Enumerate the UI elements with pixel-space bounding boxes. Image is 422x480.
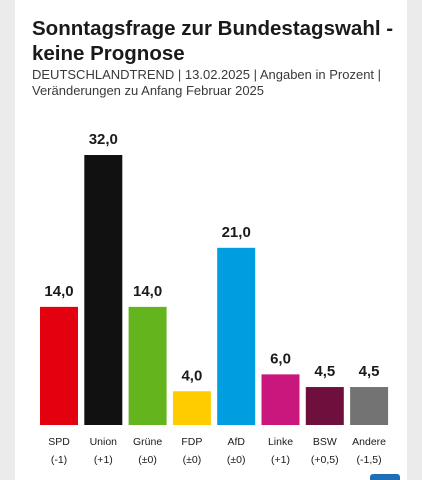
value-label-bsw: 4,5	[314, 363, 335, 380]
category-label-afd: AfD	[227, 436, 245, 448]
change-label-afd: (±0)	[227, 454, 246, 466]
change-label-gruene: (±0)	[138, 454, 157, 466]
bar-andere	[350, 387, 389, 425]
bar-spd	[40, 306, 78, 425]
value-label-linke: 6,0	[270, 350, 291, 367]
category-label-gruene: Grüne	[133, 436, 162, 448]
value-label-union: 32,0	[89, 131, 118, 148]
value-label-andere: 4,5	[359, 363, 380, 380]
category-label-andere: Andere	[352, 436, 386, 448]
bar-chart: 14,0 SPD (-1) 32,0 Union (+1) 14,0 Grüne (±0) 4,0…	[40, 131, 389, 466]
change-label-fdp: (±0)	[183, 454, 202, 466]
left-page-edge	[0, 0, 15, 480]
category-label-spd: SPD	[48, 436, 70, 448]
right-page-edge	[407, 0, 422, 480]
change-label-union: (+1)	[94, 454, 113, 466]
change-label-bsw: (+0,5)	[311, 454, 339, 466]
bar-afd	[217, 247, 256, 425]
chart-subtitle-line-1: DEUTSCHLANDTREND | 13.02.2025 | Angaben …	[32, 67, 382, 82]
change-label-andere: (-1,5)	[357, 454, 382, 466]
value-label-afd: 21,0	[222, 224, 251, 241]
chart-subtitle: DEUTSCHLANDTREND | 13.02.2025 | Angaben …	[32, 67, 402, 99]
value-label-gruene: 14,0	[133, 283, 162, 300]
bar-gruene	[128, 306, 167, 425]
chart-subtitle-line-2: Veränderungen zu Anfang Februar 2025	[32, 83, 265, 98]
change-label-linke: (+1)	[271, 454, 290, 466]
bar-linke	[261, 374, 300, 425]
chart-title: Sonntagsfrage zur Bundestagswahl - keine…	[32, 17, 394, 65]
category-label-union: Union	[90, 436, 118, 448]
category-label-fdp: FDP	[181, 436, 202, 448]
bar-bsw	[305, 387, 344, 425]
value-label-spd: 14,0	[44, 283, 73, 300]
value-label-fdp: 4,0	[181, 367, 202, 384]
change-label-spd: (-1)	[51, 454, 67, 466]
brand-badge	[370, 474, 400, 480]
category-label-bsw: BSW	[313, 436, 337, 448]
chart-card: Sonntagsfrage zur Bundestagswahl - keine…	[15, 0, 407, 480]
bar-union	[84, 155, 123, 425]
category-label-linke: Linke	[268, 436, 293, 448]
bar-fdp	[172, 391, 211, 425]
